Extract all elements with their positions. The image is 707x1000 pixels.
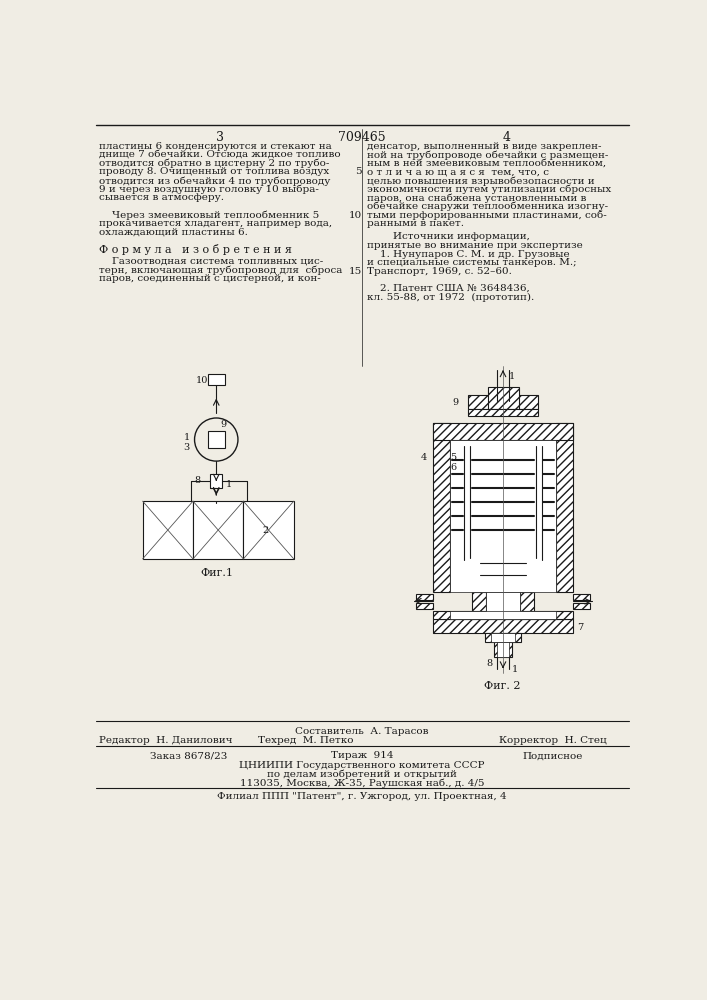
Text: кл. 55-88, от 1972  (прототип).: кл. 55-88, от 1972 (прототип). bbox=[368, 293, 534, 302]
Bar bbox=[573, 594, 590, 600]
Polygon shape bbox=[211, 376, 221, 383]
Text: принятые во внимание при экспертизе: принятые во внимание при экспертизе bbox=[368, 241, 583, 250]
Text: тыми перфорированными пластинами, соб-: тыми перфорированными пластинами, соб- bbox=[368, 211, 607, 220]
Bar bbox=[556, 423, 573, 592]
Bar bbox=[468, 395, 538, 409]
Text: 15: 15 bbox=[349, 267, 362, 276]
Text: ной на трубопроводе обечайки с размещен-: ной на трубопроводе обечайки с размещен- bbox=[368, 150, 609, 160]
Text: 9: 9 bbox=[452, 398, 459, 407]
Bar bbox=[497, 642, 509, 657]
Text: 5: 5 bbox=[356, 167, 362, 176]
Text: ЦНИИПИ Государственного комитета СССР: ЦНИИПИ Государственного комитета СССР bbox=[239, 761, 485, 770]
Text: 9 и через воздушную головку 10 выбра-: 9 и через воздушную головку 10 выбра- bbox=[99, 185, 319, 194]
Text: 1: 1 bbox=[226, 480, 232, 489]
Text: и специальные системы танкеров. М.;: и специальные системы танкеров. М.; bbox=[368, 258, 577, 267]
Bar bbox=[485, 633, 521, 642]
Text: обечайке снаружи теплообменника изогну-: обечайке снаружи теплообменника изогну- bbox=[368, 202, 609, 211]
Bar bbox=[416, 594, 433, 600]
Text: Корректор  Н. Стец: Корректор Н. Стец bbox=[499, 736, 607, 745]
Text: ранными в пакет.: ранными в пакет. bbox=[368, 219, 464, 228]
Text: 6: 6 bbox=[450, 463, 457, 472]
Bar bbox=[208, 374, 225, 385]
Text: 2: 2 bbox=[263, 526, 269, 535]
Text: Через змеевиковый теплообменник 5: Через змеевиковый теплообменник 5 bbox=[99, 211, 320, 220]
Bar bbox=[208, 431, 225, 448]
Text: денсатор, выполненный в виде закреплен-: денсатор, выполненный в виде закреплен- bbox=[368, 142, 602, 151]
Text: Техред  М. Петко: Техред М. Петко bbox=[257, 736, 353, 745]
Text: Газоотводная система топливных цис-: Газоотводная система топливных цис- bbox=[99, 256, 324, 265]
Text: Заказ 8678/23: Заказ 8678/23 bbox=[151, 751, 228, 760]
Bar bbox=[143, 501, 193, 559]
Bar bbox=[433, 423, 573, 440]
Text: днище 7 обечайки. Отсюда жидкое топливо: днище 7 обечайки. Отсюда жидкое топливо bbox=[99, 150, 341, 159]
Bar bbox=[472, 592, 486, 619]
Text: 9: 9 bbox=[220, 420, 226, 429]
Bar bbox=[520, 592, 534, 619]
Text: терн, включающая трубопровод для  сброса: терн, включающая трубопровод для сброса bbox=[99, 265, 343, 275]
Text: проводу 8. Очищенный от топлива воздух: проводу 8. Очищенный от топлива воздух bbox=[99, 167, 329, 176]
Bar bbox=[433, 423, 450, 592]
Text: 1: 1 bbox=[509, 372, 515, 381]
Bar bbox=[243, 501, 293, 559]
Bar bbox=[450, 440, 556, 592]
Text: отводится обратно в цистерну 2 по трубо-: отводится обратно в цистерну 2 по трубо- bbox=[99, 159, 329, 168]
Text: экономичности путем утилизации сбросных: экономичности путем утилизации сбросных bbox=[368, 185, 612, 194]
Text: охлаждающий пластины 6.: охлаждающий пластины 6. bbox=[99, 228, 248, 237]
Text: отводится из обечайки 4 по трубопроводу: отводится из обечайки 4 по трубопроводу bbox=[99, 176, 331, 186]
Text: паров, соединенный с цистерной, и кон-: паров, соединенный с цистерной, и кон- bbox=[99, 274, 321, 283]
Text: Подписное: Подписное bbox=[522, 751, 583, 760]
Text: Транспорт, 1969, с. 52–60.: Транспорт, 1969, с. 52–60. bbox=[368, 267, 513, 276]
Text: 10: 10 bbox=[195, 376, 208, 385]
Text: по делам изобретений и открытий: по делам изобретений и открытий bbox=[267, 770, 457, 779]
Text: паров, она снабжена установленными в: паров, она снабжена установленными в bbox=[368, 193, 587, 203]
Text: 7: 7 bbox=[577, 623, 583, 632]
Bar bbox=[433, 611, 573, 619]
Text: Тираж  914: Тираж 914 bbox=[331, 751, 393, 760]
Text: 10: 10 bbox=[349, 211, 362, 220]
Text: 1: 1 bbox=[513, 665, 518, 674]
Bar bbox=[433, 619, 573, 633]
Bar bbox=[416, 603, 433, 609]
Bar bbox=[488, 387, 518, 409]
Bar bbox=[491, 633, 515, 642]
Text: прокачивается хладагент, например вода,: прокачивается хладагент, например вода, bbox=[99, 219, 332, 228]
Text: 8: 8 bbox=[194, 476, 201, 485]
Text: 1. Нунупаров С. М. и др. Грузовые: 1. Нунупаров С. М. и др. Грузовые bbox=[368, 250, 570, 259]
Text: Редактор  Н. Данилович: Редактор Н. Данилович bbox=[99, 736, 233, 745]
Bar bbox=[193, 501, 243, 559]
Text: Составитель  А. Тарасов: Составитель А. Тарасов bbox=[296, 727, 428, 736]
Text: 3: 3 bbox=[184, 443, 190, 452]
Text: 4: 4 bbox=[503, 131, 511, 144]
Text: 113035, Москва, Ж-35, Раушская наб., д. 4/5: 113035, Москва, Ж-35, Раушская наб., д. … bbox=[240, 778, 484, 788]
Text: 709465: 709465 bbox=[338, 131, 386, 144]
Text: сывается в атмосферу.: сывается в атмосферу. bbox=[99, 193, 224, 202]
Text: 3: 3 bbox=[216, 131, 224, 144]
Text: Филиал ППП "Патент", г. Ужгород, ул. Проектная, 4: Филиал ППП "Патент", г. Ужгород, ул. Про… bbox=[217, 792, 507, 801]
Text: Ф о р м у л а   и з о б р е т е н и я: Ф о р м у л а и з о б р е т е н и я bbox=[99, 244, 292, 255]
Bar bbox=[468, 409, 538, 416]
Text: 2. Патент США № 3648436,: 2. Патент США № 3648436, bbox=[368, 284, 530, 293]
Text: пластины 6 конденсируются и стекают на: пластины 6 конденсируются и стекают на bbox=[99, 142, 332, 151]
Text: 8: 8 bbox=[486, 659, 492, 668]
Bar bbox=[573, 603, 590, 609]
Text: ным в ней змеевиковым теплообменником,: ным в ней змеевиковым теплообменником, bbox=[368, 159, 607, 168]
Bar bbox=[493, 642, 513, 657]
Text: Источники информации,: Источники информации, bbox=[368, 232, 530, 241]
Text: Фиг. 2: Фиг. 2 bbox=[484, 681, 520, 691]
Bar bbox=[486, 592, 520, 619]
Text: 4: 4 bbox=[421, 453, 427, 462]
Text: 5: 5 bbox=[450, 453, 457, 462]
Bar bbox=[450, 611, 556, 619]
Text: 1: 1 bbox=[184, 433, 190, 442]
Text: целью повышения взрывобезопасности и: целью повышения взрывобезопасности и bbox=[368, 176, 595, 186]
Bar bbox=[210, 474, 223, 488]
Text: о т л и ч а ю щ а я с я  тем, что, с: о т л и ч а ю щ а я с я тем, что, с bbox=[368, 167, 549, 176]
Text: Фиг.1: Фиг.1 bbox=[201, 568, 234, 578]
